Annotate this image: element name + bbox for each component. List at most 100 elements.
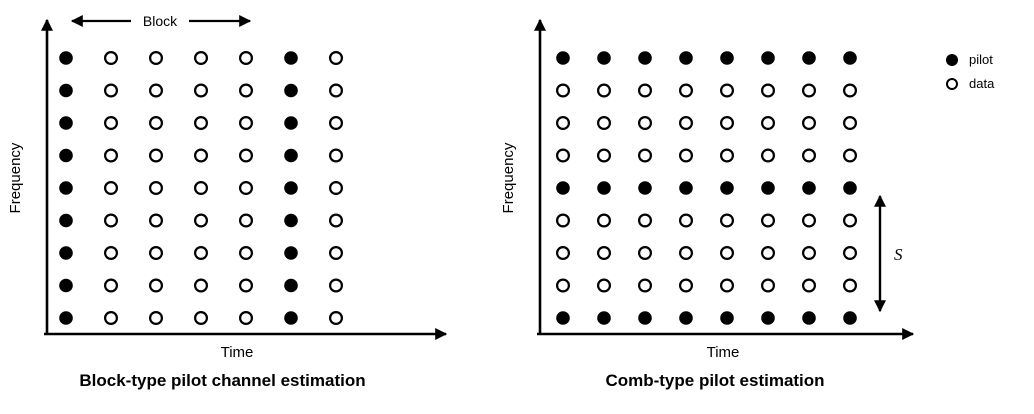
data-symbol [194, 278, 209, 293]
data-symbol [329, 115, 344, 130]
data-symbol [638, 115, 653, 130]
data-symbol [329, 213, 344, 228]
data-symbol [149, 181, 164, 196]
data-symbol [802, 83, 817, 98]
pilot-symbol [59, 51, 73, 65]
time-axis-label: Time [707, 344, 740, 361]
pilot-symbol [761, 51, 775, 65]
pilot-symbol [802, 51, 816, 65]
data-symbol [802, 148, 817, 163]
data-symbol [194, 311, 209, 326]
data-symbol [103, 246, 118, 261]
data-symbol [239, 246, 254, 261]
data-symbol [103, 278, 118, 293]
data-symbol [638, 213, 653, 228]
data-symbol [720, 115, 735, 130]
data-symbol [843, 148, 858, 163]
legend-item-pilot: pilot [946, 52, 994, 67]
data-symbol [596, 213, 611, 228]
data-symbol [329, 181, 344, 196]
pilot-symbol [679, 181, 693, 195]
pilot-symbol [720, 311, 734, 325]
data-symbol [679, 278, 694, 293]
data-symbol [555, 115, 570, 130]
pilot-symbol [59, 181, 73, 195]
block-span-label: Block [143, 13, 178, 29]
pilot-symbol [284, 51, 298, 65]
data-symbol [103, 115, 118, 130]
data-symbol [329, 148, 344, 163]
data-symbol [720, 148, 735, 163]
data-symbol [761, 115, 776, 130]
data-symbol [720, 246, 735, 261]
pilot-marker-icon [946, 53, 958, 66]
pilot-symbol [597, 181, 611, 195]
pilot-symbol [59, 213, 73, 228]
data-symbol [555, 148, 570, 163]
pilot-symbol [284, 148, 298, 163]
pilot-symbol [284, 213, 298, 228]
data-symbol [596, 278, 611, 293]
data-symbol [103, 181, 118, 196]
data-symbol [329, 311, 344, 326]
data-symbol [802, 246, 817, 261]
data-symbol [843, 278, 858, 293]
pilot-symbol [284, 311, 298, 325]
comb-type-diagram: S Frequency Time [500, 18, 915, 361]
data-symbol [149, 278, 164, 293]
data-symbol [843, 246, 858, 261]
pilot-symbol [556, 181, 570, 195]
data-symbol [103, 83, 118, 98]
data-symbol [239, 278, 254, 293]
pilot-symbol [556, 311, 570, 325]
data-symbol [194, 83, 209, 98]
pilot-symbol [284, 83, 298, 98]
data-symbol [239, 181, 254, 196]
pilot-symbol [59, 278, 73, 293]
data-symbol [720, 278, 735, 293]
pilot-symbol [59, 311, 73, 325]
pilot-symbol [843, 311, 857, 325]
data-symbol [329, 50, 344, 65]
data-symbol [843, 115, 858, 130]
data-symbol [239, 115, 254, 130]
pilot-symbol [843, 51, 857, 65]
data-symbol [720, 213, 735, 228]
data-symbol [596, 83, 611, 98]
frequency-axis-label: Frequency [7, 142, 24, 213]
data-symbol [679, 83, 694, 98]
pilot-symbol [720, 51, 734, 65]
data-symbol [596, 148, 611, 163]
data-symbol [843, 213, 858, 228]
symbol-grid [555, 51, 858, 325]
pilot-symbol [59, 116, 73, 130]
data-symbol [802, 115, 817, 130]
data-symbol [679, 148, 694, 163]
block-type-diagram: Block Frequency Time [7, 13, 448, 361]
caption-comb-type: Comb-type pilot estimation [605, 371, 825, 390]
data-symbol [596, 246, 611, 261]
data-symbol [720, 83, 735, 98]
data-symbol [149, 213, 164, 228]
pilot-symbol [761, 181, 775, 195]
data-symbol [149, 246, 164, 261]
data-symbol [596, 115, 611, 130]
pilot-symbol [556, 51, 570, 65]
symbol-grid [59, 50, 344, 326]
data-symbol [761, 83, 776, 98]
pilot-symbol [59, 246, 73, 260]
data-symbol [239, 213, 254, 228]
data-symbol [239, 148, 254, 163]
data-symbol [638, 83, 653, 98]
data-symbol [761, 148, 776, 163]
pilot-symbol [284, 246, 298, 260]
data-symbol [638, 246, 653, 261]
data-symbol [239, 50, 254, 65]
caption-block-type: Block-type pilot channel estimation [79, 371, 366, 390]
pilot-symbol [597, 311, 611, 325]
pilot-symbol [761, 311, 775, 325]
data-symbol [103, 311, 118, 326]
legend-label-data: data [969, 76, 995, 91]
data-symbol [194, 181, 209, 196]
pilot-symbol [284, 278, 298, 293]
